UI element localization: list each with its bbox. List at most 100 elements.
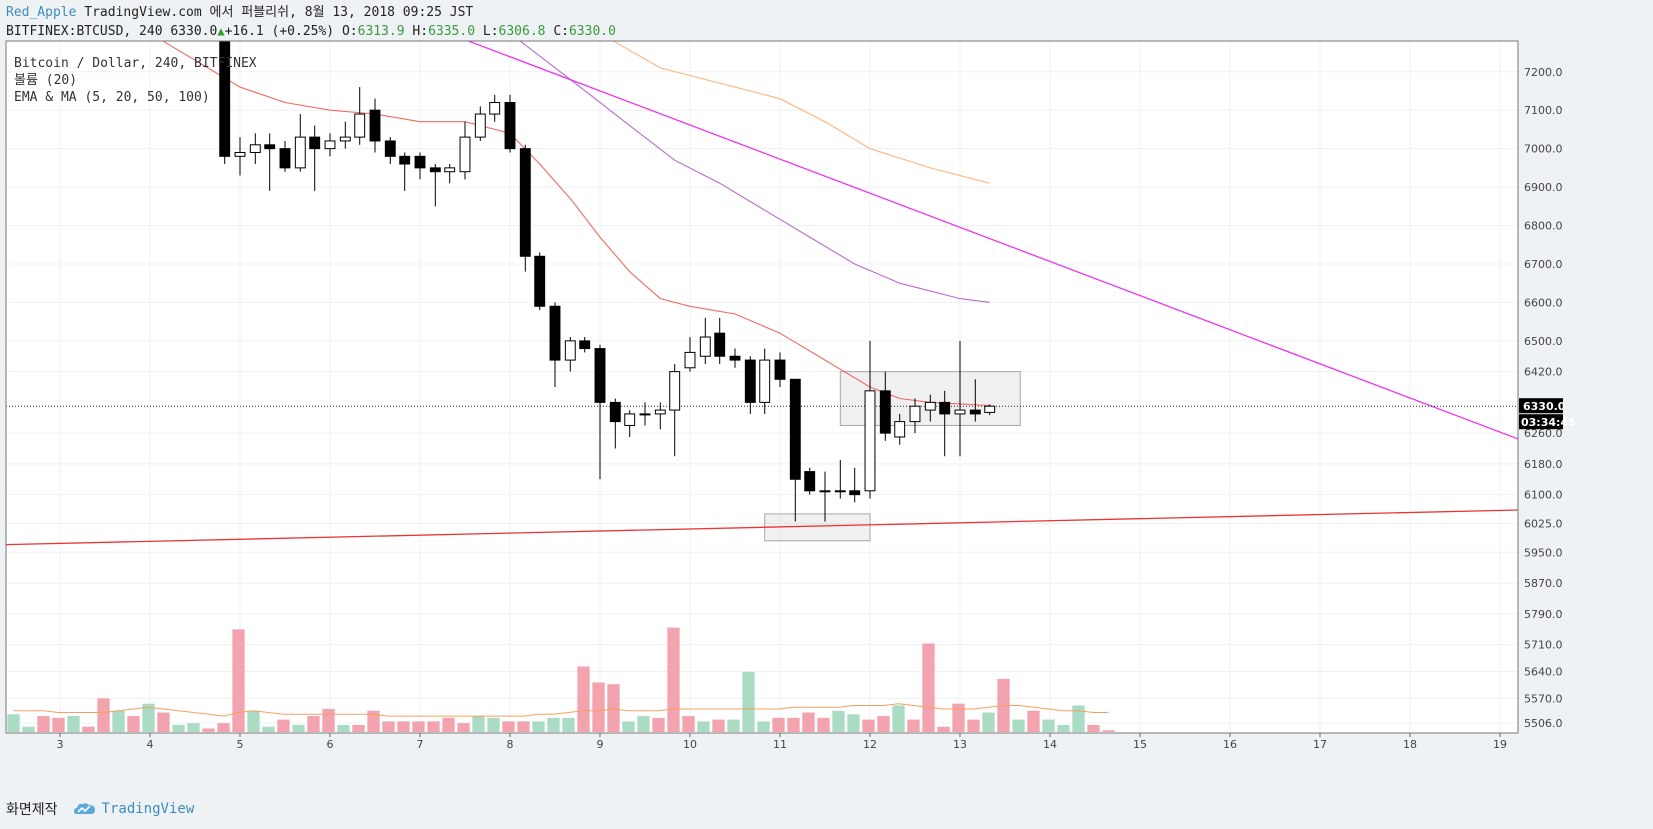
support-trendline: [6, 509, 1518, 546]
price-tick-label: 6420.0: [1524, 366, 1563, 379]
open-value: 6313.9: [357, 24, 405, 39]
candle-down: [309, 136, 321, 150]
low-label: L:: [482, 24, 499, 39]
candle-up: [894, 421, 906, 438]
volume-bar: [247, 710, 260, 732]
volume-bar: [967, 719, 980, 732]
publish-line: Red_Apple TradingView.com 에서 퍼블리쉬, 8월 13…: [6, 4, 616, 22]
candle-up: [639, 413, 651, 416]
ema50-line: [519, 41, 990, 303]
chart-header: Red_Apple TradingView.com 에서 퍼블리쉬, 8월 13…: [6, 4, 616, 41]
open-label: O:: [341, 24, 358, 39]
volume-bar: [547, 717, 560, 732]
volume-bar: [1027, 710, 1040, 732]
time-tick-label: 15: [1133, 738, 1147, 751]
price-change: +16.1 (+0.25%): [224, 24, 335, 39]
price-tick-label: 5570.0: [1524, 692, 1563, 705]
candle-up: [324, 140, 336, 150]
candle-up: [924, 401, 936, 411]
time-tick-label: 10: [683, 738, 697, 751]
time-tick-label: 11: [773, 738, 787, 751]
candle-up: [474, 113, 486, 138]
tradingview-logo[interactable]: TradingView: [73, 801, 194, 817]
volume-bar: [52, 717, 65, 732]
volume-bar: [667, 627, 680, 732]
volume-bar: [517, 721, 530, 732]
price-tick-label: 6600.0: [1524, 296, 1563, 309]
volume-bar: [22, 726, 35, 732]
candle-down: [264, 144, 276, 150]
candle-down: [429, 167, 441, 173]
volume-bar: [382, 721, 395, 732]
up-arrow-icon: ▲: [217, 24, 225, 38]
volume-bar: [157, 712, 170, 732]
volume-bar: [787, 717, 800, 732]
candle-up: [984, 405, 996, 413]
volume-bar: [622, 721, 635, 732]
volume-bar: [1057, 724, 1070, 732]
price-tick-label: 5506.0: [1524, 717, 1563, 730]
price-tick-label: 6180.0: [1524, 458, 1563, 471]
volume-bar: [502, 721, 515, 732]
plot-frame: [5, 40, 1519, 734]
candle-down: [414, 155, 426, 169]
time-tick-label: 7: [417, 738, 424, 751]
candle-up: [354, 113, 366, 138]
volume-bar: [697, 721, 710, 732]
volume-bar: [367, 710, 380, 732]
candle-up: [489, 102, 501, 115]
legend-symbol: Bitcoin / Dollar, 240, BITFINEX: [14, 56, 257, 71]
volume-bar: [817, 717, 830, 732]
time-tick-label: 12: [863, 738, 877, 751]
candle-up: [459, 136, 471, 173]
price-tick-label: 6800.0: [1524, 220, 1563, 233]
price-tick-label: 5710.0: [1524, 639, 1563, 652]
volume-bar: [862, 719, 875, 732]
volume-bar: [757, 721, 770, 732]
volume-bar: [892, 705, 905, 732]
made-with-label: 화면제작: [6, 802, 58, 818]
volume-bar: [142, 703, 155, 732]
volume-bar: [277, 719, 290, 732]
candle-down: [729, 355, 741, 361]
candle-down: [219, 41, 231, 157]
volume-bar: [532, 721, 545, 732]
candle-down: [279, 148, 291, 169]
author-link[interactable]: Red_Apple: [6, 5, 77, 20]
candle-down: [744, 359, 756, 403]
candle-up: [339, 136, 351, 142]
price-tick-label: 6500.0: [1524, 335, 1563, 348]
price-tick-label: 6100.0: [1524, 489, 1563, 502]
volume-bar: [847, 714, 860, 732]
volume-bar: [427, 721, 440, 732]
candle-down: [399, 155, 411, 165]
candle-up: [759, 359, 771, 403]
volume-bar: [217, 723, 230, 732]
last-price-badge: [1519, 398, 1563, 414]
price-tick-label: 6260.0: [1524, 427, 1563, 440]
volume-bar: [172, 724, 185, 732]
volume-bar: [232, 629, 245, 732]
volume-bar: [1072, 705, 1085, 732]
volume-bar: [592, 682, 605, 732]
time-tick-label: 3: [57, 738, 64, 751]
candle-up: [834, 490, 846, 493]
legend-ema-ma: EMA & MA (5, 20, 50, 100): [14, 90, 210, 105]
volume-bar: [352, 724, 365, 732]
volume-bar: [82, 726, 95, 732]
volume-bar: [187, 723, 200, 732]
volume-bar: [127, 716, 140, 732]
candle-up: [564, 340, 576, 361]
publish-info: TradingView.com 에서 퍼블리쉬, 8월 13, 2018 09:…: [76, 5, 474, 20]
volume-bar: [337, 724, 350, 732]
countdown-badge: [1519, 414, 1563, 430]
price-tick-label: 6025.0: [1524, 517, 1563, 530]
candle-up: [819, 490, 831, 493]
volume-bar: [322, 708, 335, 732]
footer: 화면제작 TradingView: [6, 799, 194, 819]
volume-bar: [397, 721, 410, 732]
volume-bar: [1102, 730, 1115, 732]
volume-bar: [832, 710, 845, 732]
time-tick-label: 6: [327, 738, 334, 751]
